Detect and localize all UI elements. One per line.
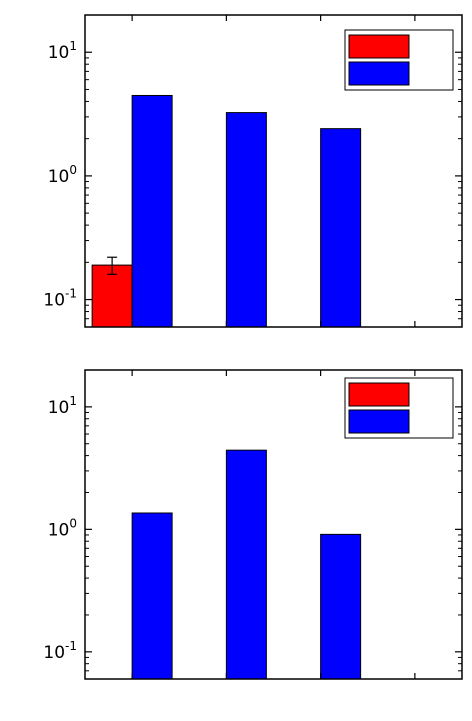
legend-swatch-xps bbox=[348, 409, 410, 434]
legend-swatch-edx bbox=[348, 34, 410, 59]
y-tick-label: 101 bbox=[48, 39, 77, 63]
bar-edx-pd bbox=[91, 264, 133, 328]
y-tick-exponent: 1 bbox=[69, 394, 77, 408]
y-tick-base: 10 bbox=[48, 520, 70, 540]
bar-xps-pd bbox=[131, 94, 173, 328]
bar-xps-pd bbox=[131, 512, 173, 680]
y-tick-base: 10 bbox=[48, 398, 70, 418]
y-tick-exponent: 0 bbox=[69, 516, 77, 530]
bar-xps-ru bbox=[320, 533, 362, 680]
plot-frame bbox=[84, 369, 463, 680]
legend-swatch-edx bbox=[348, 382, 410, 407]
y-tick-exponent: -1 bbox=[65, 639, 77, 653]
y-tick-label: 100 bbox=[48, 516, 77, 540]
y-tick-exponent: -1 bbox=[65, 287, 77, 301]
y-tick-base: 10 bbox=[48, 167, 70, 187]
legend-swatch-xps bbox=[348, 61, 410, 86]
y-tick-base: 10 bbox=[48, 43, 70, 63]
y-tick-label: 10-1 bbox=[43, 639, 77, 663]
y-tick-label: 10-1 bbox=[43, 287, 77, 311]
plot-frame bbox=[84, 14, 463, 328]
y-tick-base: 10 bbox=[43, 643, 65, 663]
y-tick-base: 10 bbox=[43, 291, 65, 311]
y-tick-label: 100 bbox=[48, 163, 77, 187]
y-tick-exponent: 1 bbox=[69, 39, 77, 53]
chart-panel-b: 10-1 100 101 bbox=[0, 360, 472, 720]
y-tick-exponent: 0 bbox=[69, 163, 77, 177]
y-tick-label: 101 bbox=[48, 394, 77, 418]
bar-xps-ru bbox=[320, 128, 362, 328]
bar-xps-rh bbox=[225, 112, 267, 328]
chart-panel-a: 10-1 100 101 bbox=[0, 0, 472, 360]
bar-xps-rh bbox=[225, 449, 267, 680]
